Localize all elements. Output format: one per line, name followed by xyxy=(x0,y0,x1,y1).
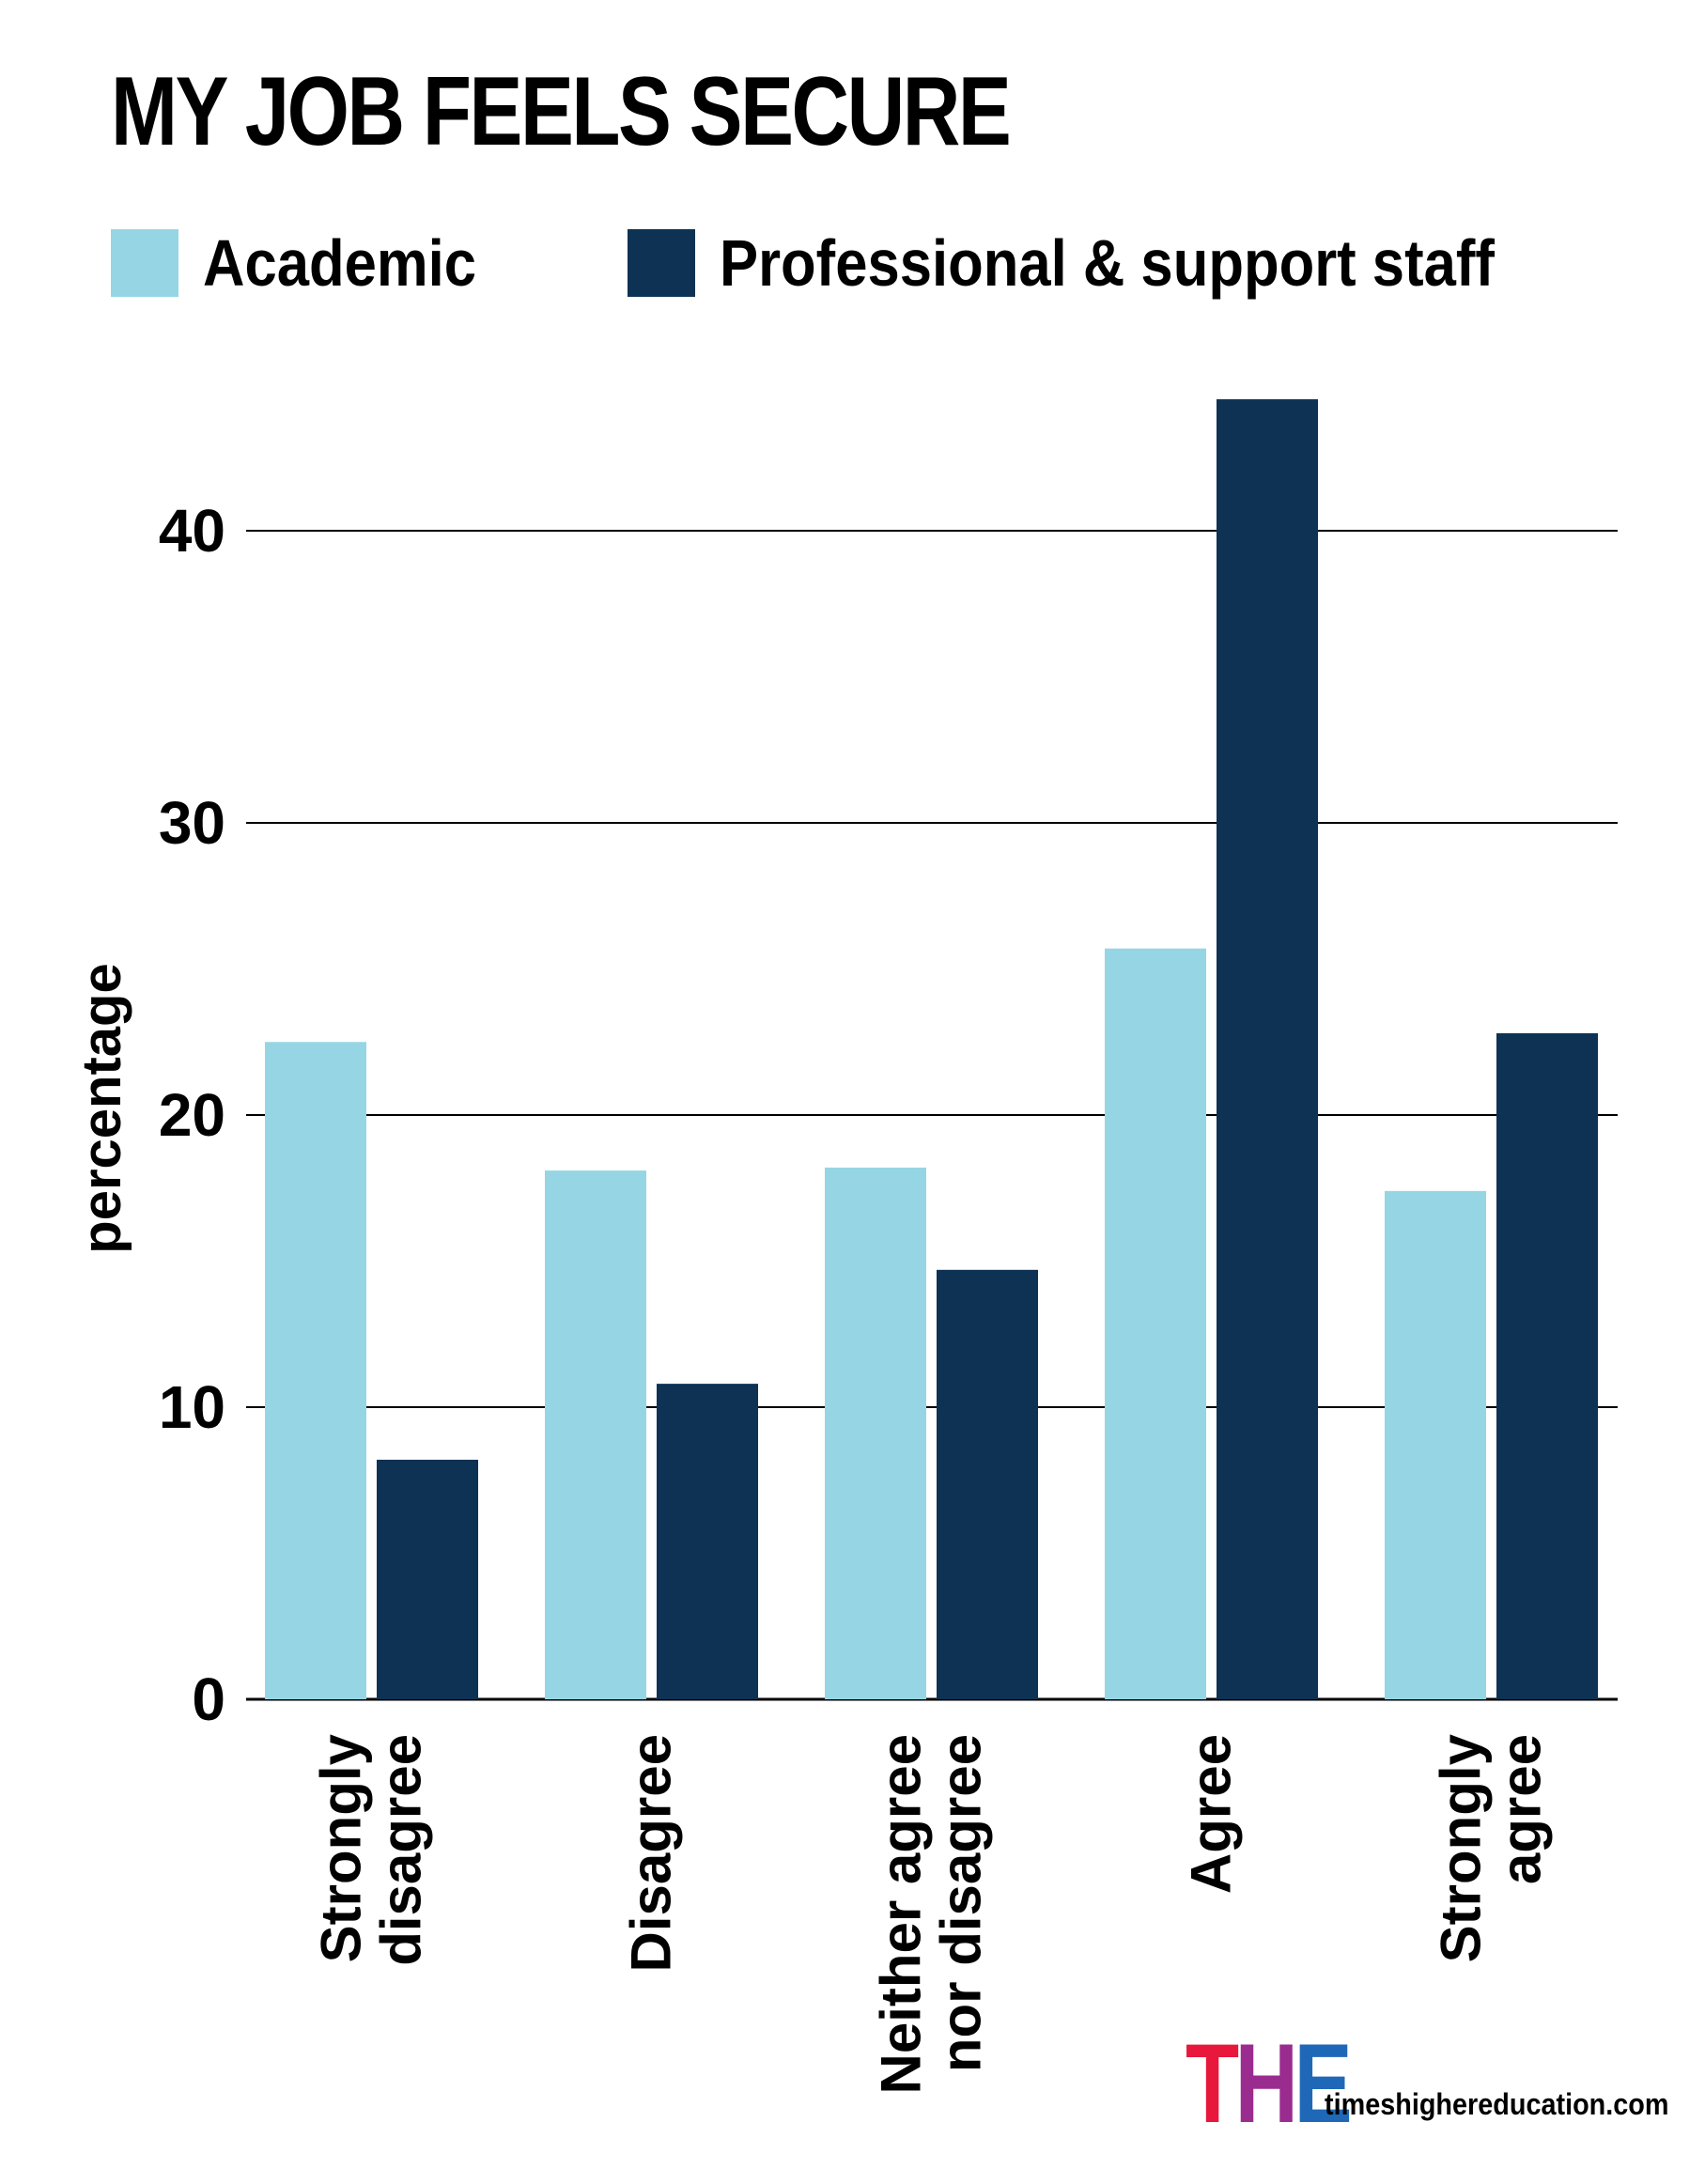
y-tick-label: 40 xyxy=(159,497,225,565)
bar xyxy=(545,1170,646,1699)
chart-title: MY JOB FEELS SECURE xyxy=(111,57,1012,166)
logo-letter: T xyxy=(1186,2021,1239,2146)
the-logo: THE xyxy=(1186,2027,1353,2140)
x-tick-label-line: Neither agree xyxy=(870,1734,933,2095)
bar xyxy=(1385,1190,1486,1699)
x-tick-label-line: Disagree xyxy=(620,1734,683,1972)
y-tick-label: 20 xyxy=(159,1081,225,1149)
x-tick-label: Agree xyxy=(1180,1734,1243,1894)
footer-url: timeshighereducation.com xyxy=(1325,2087,1669,2121)
bar xyxy=(825,1167,926,1699)
x-tick-label-line: agree xyxy=(1490,1734,1553,1884)
x-tick-label-line: nor disagree xyxy=(930,1734,993,2072)
x-tick-label-line: Agree xyxy=(1180,1734,1243,1894)
legend-label-professional: Professional & support staff xyxy=(720,226,1495,300)
y-tick-label: 30 xyxy=(159,789,225,857)
bar xyxy=(1496,1032,1598,1699)
bar xyxy=(377,1459,478,1699)
y-tick-label: 0 xyxy=(192,1665,225,1733)
bar xyxy=(265,1042,366,1699)
logo-letter: E xyxy=(1294,2021,1352,2146)
y-tick-labels: 0 10 20 30 40 xyxy=(159,497,225,1733)
bar xyxy=(657,1384,758,1699)
y-axis-label: percentage xyxy=(71,963,132,1253)
y-tick-label: 10 xyxy=(159,1373,225,1441)
bar xyxy=(1105,948,1206,1699)
legend-item-professional: Professional & support staff xyxy=(628,225,1600,301)
legend-swatch-academic xyxy=(111,229,178,297)
logo-letter: H xyxy=(1234,2021,1299,2146)
bars xyxy=(265,399,1598,1699)
legend-swatch-professional xyxy=(628,229,695,297)
x-tick-label-line: Strongly xyxy=(1430,1733,1493,1962)
bar xyxy=(1217,399,1318,1699)
x-tick-label: Disagree xyxy=(620,1734,683,1972)
legend-label-academic: Academic xyxy=(203,226,477,300)
bar xyxy=(937,1269,1038,1699)
x-tick-label-line: disagree xyxy=(370,1734,433,1966)
x-tick-label-line: Strongly xyxy=(310,1733,373,1962)
legend-item-academic: Academic xyxy=(111,225,514,301)
